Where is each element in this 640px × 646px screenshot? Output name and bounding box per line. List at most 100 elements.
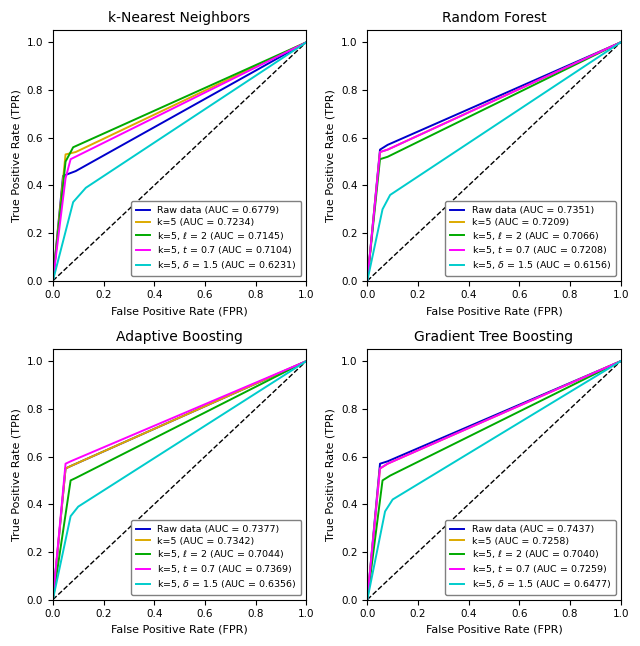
Y-axis label: True Positive Rate (TPR): True Positive Rate (TPR)	[11, 408, 21, 541]
Legend: Raw data (AUC = 0.7437), k=5 (AUC = 0.7258), k=5, $\ell$ = 2 (AUC = 0.7040), k=5: Raw data (AUC = 0.7437), k=5 (AUC = 0.72…	[445, 520, 616, 595]
k=5, $t$ = 0.7 (AUC = 0.7259)	[384, 460, 392, 468]
Raw data (AUC = 0.7437)	[364, 596, 371, 603]
k=5 (AUC = 0.7234)	[302, 39, 310, 47]
Raw data (AUC = 0.6779)	[49, 277, 57, 285]
k=5 (AUC = 0.7234)	[72, 148, 79, 156]
Raw data (AUC = 0.6779)	[302, 39, 310, 47]
k=5, $\ell$ = 2 (AUC = 0.7044)	[302, 357, 310, 365]
k=5, $\ell$ = 2 (AUC = 0.7040)	[364, 596, 371, 603]
k=5, $\delta$ = 1.5 (AUC = 0.6156)	[379, 205, 387, 213]
k=5, $t$ = 0.7 (AUC = 0.7259)	[376, 464, 384, 472]
k=5, $\delta$ = 1.5 (AUC = 0.6356)	[302, 357, 310, 365]
k=5, $\ell$ = 2 (AUC = 0.7145)	[69, 143, 77, 151]
k=5, $\ell$ = 2 (AUC = 0.7066)	[617, 39, 625, 47]
Raw data (AUC = 0.7377)	[302, 357, 310, 365]
k=5, $\ell$ = 2 (AUC = 0.7040)	[617, 357, 625, 365]
k=5 (AUC = 0.7258)	[384, 460, 392, 468]
Line: k=5 (AUC = 0.7258): k=5 (AUC = 0.7258)	[367, 361, 621, 599]
k=5, $\delta$ = 1.5 (AUC = 0.6477)	[381, 508, 389, 516]
k=5 (AUC = 0.7342)	[49, 596, 57, 603]
k=5, $t$ = 0.7 (AUC = 0.7208)	[617, 39, 625, 47]
k=5, $\delta$ = 1.5 (AUC = 0.6477)	[617, 357, 625, 365]
k=5, $\delta$ = 1.5 (AUC = 0.6231)	[69, 198, 77, 206]
Line: k=5, $\delta$ = 1.5 (AUC = 0.6477): k=5, $\delta$ = 1.5 (AUC = 0.6477)	[367, 361, 621, 599]
k=5, $\delta$ = 1.5 (AUC = 0.6156)	[387, 191, 394, 199]
Line: Raw data (AUC = 0.7437): Raw data (AUC = 0.7437)	[367, 361, 621, 599]
k=5, $\delta$ = 1.5 (AUC = 0.6356)	[49, 596, 57, 603]
k=5, $t$ = 0.7 (AUC = 0.7259)	[364, 596, 371, 603]
k=5 (AUC = 0.7234)	[49, 277, 57, 285]
k=5, $\ell$ = 2 (AUC = 0.7044)	[72, 474, 79, 482]
Y-axis label: True Positive Rate (TPR): True Positive Rate (TPR)	[326, 89, 335, 222]
k=5 (AUC = 0.7209)	[384, 146, 392, 154]
Raw data (AUC = 0.7351)	[364, 277, 371, 285]
Y-axis label: True Positive Rate (TPR): True Positive Rate (TPR)	[11, 89, 21, 222]
Title: Adaptive Boosting: Adaptive Boosting	[116, 330, 243, 344]
Line: k=5, $\delta$ = 1.5 (AUC = 0.6231): k=5, $\delta$ = 1.5 (AUC = 0.6231)	[53, 43, 306, 281]
k=5, $t$ = 0.7 (AUC = 0.7369)	[67, 457, 74, 465]
Legend: Raw data (AUC = 0.7377), k=5 (AUC = 0.7342), k=5, $\ell$ = 2 (AUC = 0.7044), k=5: Raw data (AUC = 0.7377), k=5 (AUC = 0.73…	[131, 520, 301, 595]
Raw data (AUC = 0.7351)	[384, 141, 392, 149]
Line: k=5 (AUC = 0.7234): k=5 (AUC = 0.7234)	[53, 43, 306, 281]
k=5, $t$ = 0.7 (AUC = 0.7104)	[49, 277, 57, 285]
Line: Raw data (AUC = 0.7377): Raw data (AUC = 0.7377)	[53, 361, 306, 599]
Line: k=5 (AUC = 0.7342): k=5 (AUC = 0.7342)	[53, 361, 306, 599]
X-axis label: False Positive Rate (FPR): False Positive Rate (FPR)	[426, 625, 563, 635]
k=5 (AUC = 0.7342)	[61, 464, 69, 472]
Legend: Raw data (AUC = 0.6779), k=5 (AUC = 0.7234), k=5, $\ell$ = 2 (AUC = 0.7145), k=5: Raw data (AUC = 0.6779), k=5 (AUC = 0.72…	[131, 202, 301, 276]
k=5, $\ell$ = 2 (AUC = 0.7145)	[49, 277, 57, 285]
Legend: Raw data (AUC = 0.7351), k=5 (AUC = 0.7209), k=5, $\ell$ = 2 (AUC = 0.7066), k=5: Raw data (AUC = 0.7351), k=5 (AUC = 0.72…	[445, 202, 616, 276]
Title: Gradient Tree Boosting: Gradient Tree Boosting	[415, 330, 573, 344]
k=5, $\ell$ = 2 (AUC = 0.7066)	[364, 277, 371, 285]
k=5 (AUC = 0.7209)	[617, 39, 625, 47]
Line: k=5, $\delta$ = 1.5 (AUC = 0.6356): k=5, $\delta$ = 1.5 (AUC = 0.6356)	[53, 361, 306, 599]
k=5 (AUC = 0.7209)	[364, 277, 371, 285]
Y-axis label: True Positive Rate (TPR): True Positive Rate (TPR)	[326, 408, 335, 541]
Line: k=5, $\ell$ = 2 (AUC = 0.7066): k=5, $\ell$ = 2 (AUC = 0.7066)	[367, 43, 621, 281]
Line: k=5, $\ell$ = 2 (AUC = 0.7040): k=5, $\ell$ = 2 (AUC = 0.7040)	[367, 361, 621, 599]
k=5 (AUC = 0.7342)	[67, 463, 74, 470]
Line: k=5, $\ell$ = 2 (AUC = 0.7145): k=5, $\ell$ = 2 (AUC = 0.7145)	[53, 43, 306, 281]
k=5, $\ell$ = 2 (AUC = 0.7040)	[379, 477, 387, 484]
Line: k=5, $t$ = 0.7 (AUC = 0.7208): k=5, $t$ = 0.7 (AUC = 0.7208)	[367, 43, 621, 281]
k=5, $t$ = 0.7 (AUC = 0.7208)	[376, 148, 384, 156]
Line: k=5, $t$ = 0.7 (AUC = 0.7369): k=5, $t$ = 0.7 (AUC = 0.7369)	[53, 361, 306, 599]
Raw data (AUC = 0.7377)	[67, 463, 74, 470]
k=5, $\ell$ = 2 (AUC = 0.7145)	[61, 158, 69, 165]
Title: k-Nearest Neighbors: k-Nearest Neighbors	[108, 11, 251, 25]
k=5 (AUC = 0.7342)	[302, 357, 310, 365]
k=5, $t$ = 0.7 (AUC = 0.7104)	[61, 174, 69, 182]
Raw data (AUC = 0.7377)	[61, 464, 69, 472]
k=5, $t$ = 0.7 (AUC = 0.7369)	[61, 460, 69, 468]
k=5, $\delta$ = 1.5 (AUC = 0.6156)	[617, 39, 625, 47]
k=5, $\ell$ = 2 (AUC = 0.7044)	[49, 596, 57, 603]
k=5, $\delta$ = 1.5 (AUC = 0.6231)	[49, 277, 57, 285]
k=5, $\delta$ = 1.5 (AUC = 0.6356)	[74, 503, 82, 510]
k=5, $t$ = 0.7 (AUC = 0.7104)	[67, 155, 74, 163]
Line: k=5 (AUC = 0.7209): k=5 (AUC = 0.7209)	[367, 43, 621, 281]
k=5, $\ell$ = 2 (AUC = 0.7040)	[387, 472, 394, 479]
Raw data (AUC = 0.7351)	[376, 146, 384, 154]
k=5, $t$ = 0.7 (AUC = 0.7259)	[617, 357, 625, 365]
k=5, $\delta$ = 1.5 (AUC = 0.6356)	[67, 512, 74, 520]
X-axis label: False Positive Rate (FPR): False Positive Rate (FPR)	[111, 625, 248, 635]
Raw data (AUC = 0.6779)	[59, 172, 67, 180]
k=5, $\ell$ = 2 (AUC = 0.7145)	[302, 39, 310, 47]
Line: k=5, $t$ = 0.7 (AUC = 0.7259): k=5, $t$ = 0.7 (AUC = 0.7259)	[367, 361, 621, 599]
k=5 (AUC = 0.7258)	[617, 357, 625, 365]
Raw data (AUC = 0.6779)	[72, 167, 79, 175]
Raw data (AUC = 0.7437)	[384, 457, 392, 465]
k=5 (AUC = 0.7209)	[376, 148, 384, 156]
k=5, $t$ = 0.7 (AUC = 0.7369)	[302, 357, 310, 365]
Line: Raw data (AUC = 0.7351): Raw data (AUC = 0.7351)	[367, 43, 621, 281]
k=5, $\delta$ = 1.5 (AUC = 0.6231)	[82, 184, 90, 192]
k=5 (AUC = 0.7234)	[61, 151, 69, 158]
k=5, $t$ = 0.7 (AUC = 0.7208)	[364, 277, 371, 285]
k=5, $t$ = 0.7 (AUC = 0.7104)	[302, 39, 310, 47]
X-axis label: False Positive Rate (FPR): False Positive Rate (FPR)	[111, 306, 248, 316]
Line: k=5, $t$ = 0.7 (AUC = 0.7104): k=5, $t$ = 0.7 (AUC = 0.7104)	[53, 43, 306, 281]
k=5, $\ell$ = 2 (AUC = 0.7066)	[376, 155, 384, 163]
Raw data (AUC = 0.7437)	[376, 460, 384, 468]
k=5, $\ell$ = 2 (AUC = 0.7044)	[67, 477, 74, 484]
k=5, $t$ = 0.7 (AUC = 0.7208)	[384, 146, 392, 154]
